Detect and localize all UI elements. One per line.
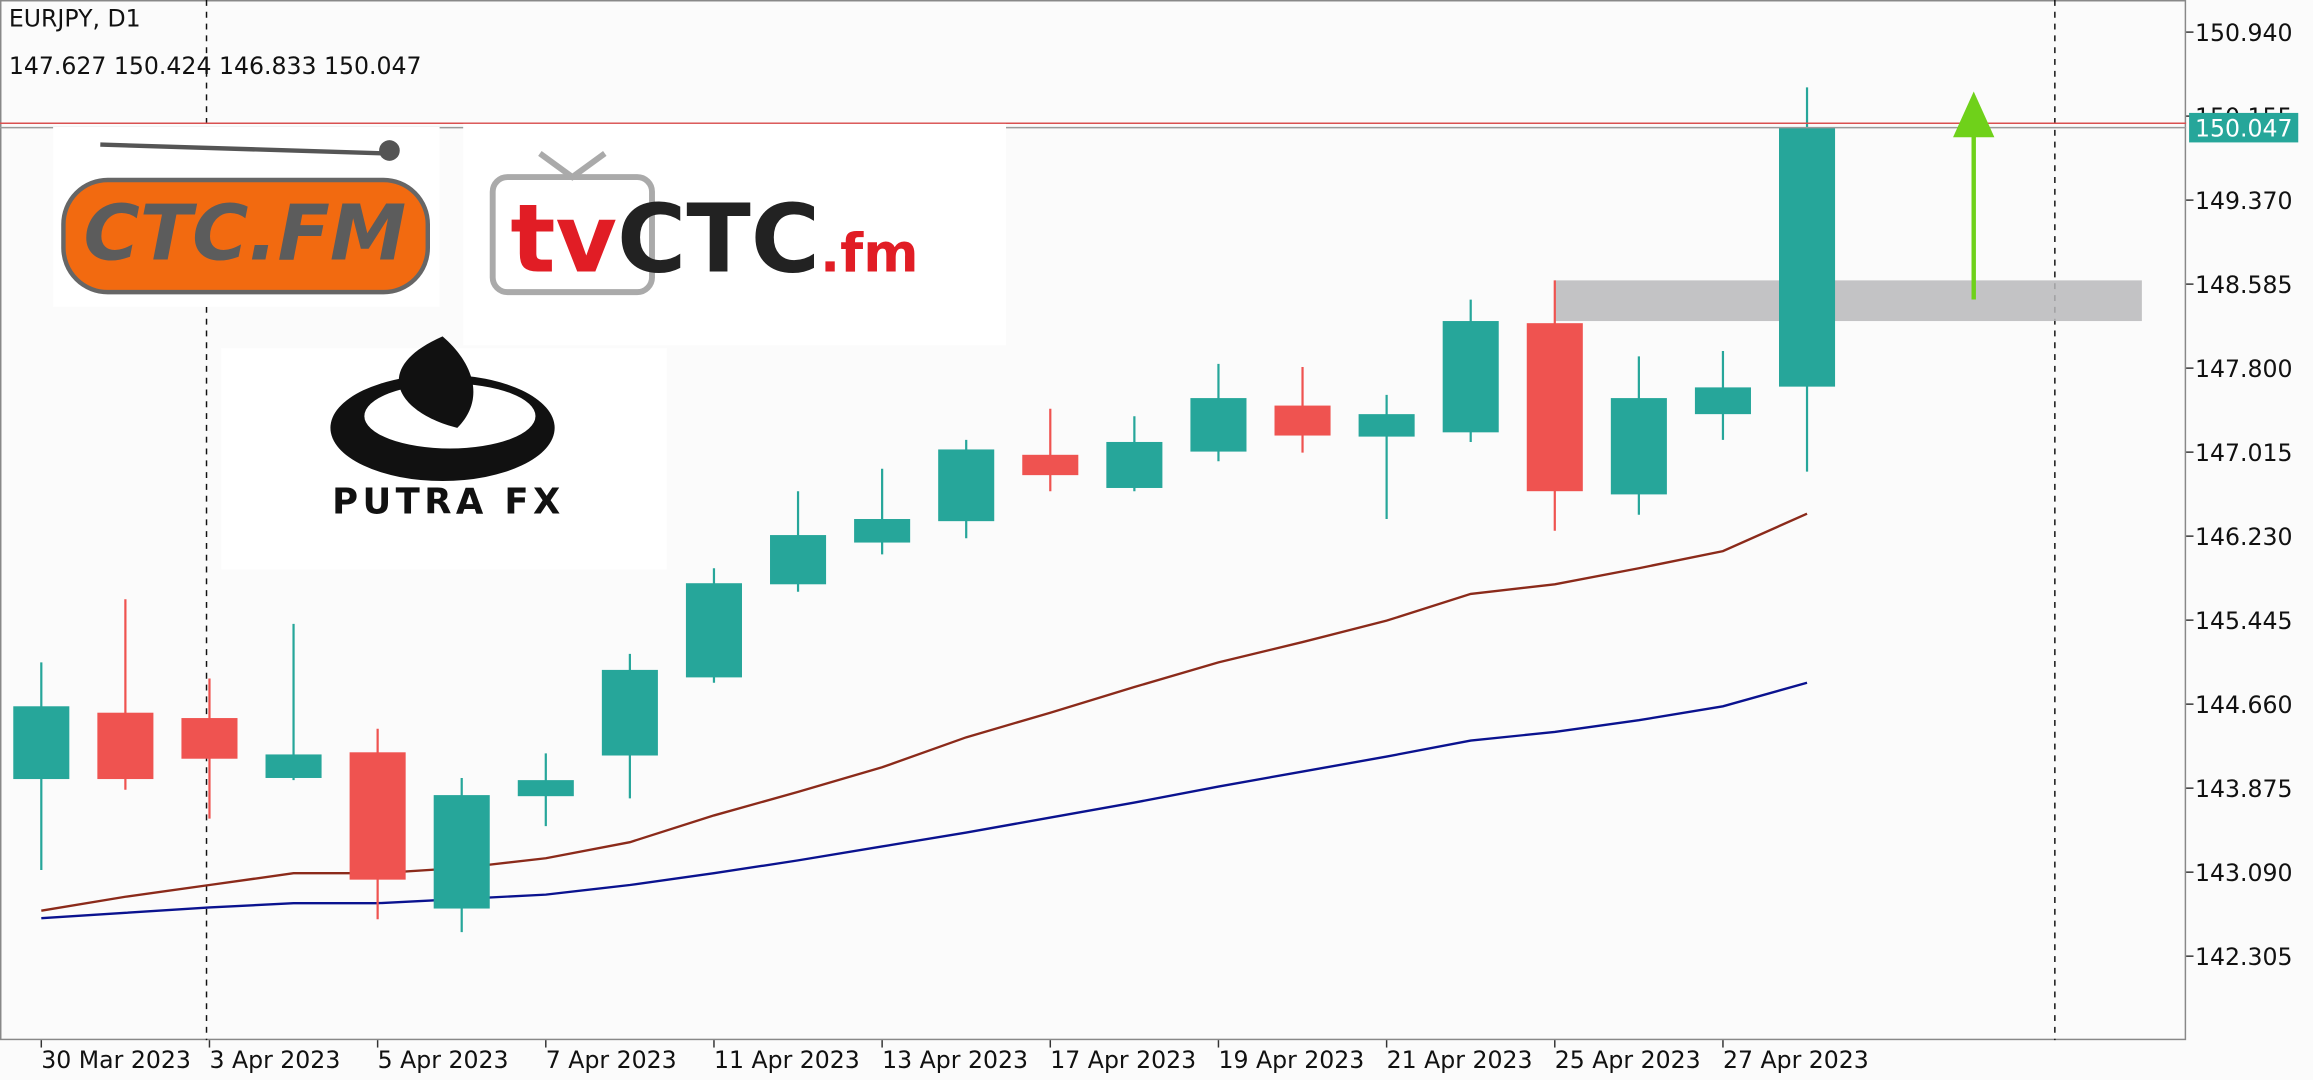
y-tick-label: 143.875 bbox=[2195, 775, 2293, 803]
candle-body bbox=[1526, 323, 1583, 492]
candle-body bbox=[938, 449, 995, 522]
x-tick-label: 5 Apr 2023 bbox=[378, 1046, 509, 1074]
candle-body bbox=[1274, 405, 1331, 436]
x-tick-label: 13 Apr 2023 bbox=[882, 1046, 1028, 1074]
logo-antenna-tip bbox=[379, 140, 400, 161]
y-tick-label: 147.800 bbox=[2195, 355, 2293, 383]
candle-body bbox=[1610, 398, 1667, 495]
moving-average-line bbox=[41, 681, 1808, 920]
candle-body bbox=[13, 706, 70, 780]
y-tick-label: 145.445 bbox=[2195, 607, 2293, 635]
candle-body bbox=[349, 752, 406, 880]
logo-ctc: CTC bbox=[617, 184, 820, 294]
chart-subtitle: 147.627 150.424 146.833 150.047 bbox=[9, 52, 422, 80]
logo-pill bbox=[61, 177, 430, 295]
y-tick-label: 149.370 bbox=[2195, 187, 2293, 215]
logo-putra-fx: PUTRA FX bbox=[332, 481, 565, 522]
candle-body bbox=[1442, 321, 1499, 433]
candle-body bbox=[685, 583, 742, 678]
y-tick-label: 147.015 bbox=[2195, 439, 2293, 467]
y-tick-label: 150.940 bbox=[2195, 19, 2293, 47]
candle-body bbox=[1022, 454, 1079, 476]
candle-body bbox=[1694, 387, 1751, 415]
logo-ctc-fm: CTC.FM bbox=[83, 190, 406, 279]
y-tick-label: 142.305 bbox=[2195, 943, 2293, 971]
last-price-box bbox=[2189, 112, 2299, 143]
x-tick-label: 7 Apr 2023 bbox=[546, 1046, 677, 1074]
price-zone bbox=[1554, 280, 2142, 322]
watermarks: CTC.FM tvCTC.fm PUTRA FX bbox=[53, 123, 1007, 570]
y-tick-label: 144.660 bbox=[2195, 691, 2293, 719]
x-tick-label: 30 Mar 2023 bbox=[41, 1046, 191, 1074]
chart-title: EURJPY, D1 bbox=[9, 5, 141, 33]
arrow-head bbox=[1953, 91, 1995, 138]
candle-body bbox=[601, 669, 658, 756]
x-tick-label: 25 Apr 2023 bbox=[1555, 1046, 1701, 1074]
candle-body bbox=[1106, 441, 1163, 488]
marks bbox=[0, 87, 2187, 933]
x-tick-label: 19 Apr 2023 bbox=[1218, 1046, 1364, 1074]
candle-body bbox=[854, 519, 911, 543]
y-tick-label: 146.230 bbox=[2195, 523, 2293, 551]
plot-frame bbox=[0, 0, 2187, 1041]
logo-antenna bbox=[100, 142, 387, 156]
candle-body bbox=[1358, 414, 1415, 437]
candle-body bbox=[265, 754, 322, 778]
y-tick-label: 148.585 bbox=[2195, 271, 2293, 299]
logo-tvctc: tvCTC.fm bbox=[510, 184, 918, 294]
x-tick-label: 21 Apr 2023 bbox=[1387, 1046, 1533, 1074]
logo-tv: tv bbox=[510, 184, 617, 294]
moving-average-line bbox=[41, 512, 1808, 912]
logo-tv-antenna bbox=[538, 151, 607, 181]
candle-body bbox=[770, 535, 827, 585]
logo-flame bbox=[398, 336, 474, 428]
x-tick-label: 11 Apr 2023 bbox=[714, 1046, 860, 1074]
logo-fm: .fm bbox=[820, 222, 919, 284]
candle-body bbox=[517, 780, 574, 797]
x-tick-label: 27 Apr 2023 bbox=[1723, 1046, 1869, 1074]
x-tick-label: 17 Apr 2023 bbox=[1050, 1046, 1196, 1074]
candle-body bbox=[1190, 398, 1247, 452]
last-price-label: 150.047 bbox=[2195, 115, 2293, 143]
y-tick-label: 143.090 bbox=[2195, 859, 2293, 887]
candle-body bbox=[1779, 127, 1836, 387]
candle-body bbox=[97, 712, 154, 780]
candle-body bbox=[181, 718, 238, 759]
candle-body bbox=[433, 795, 490, 909]
x-tick-label: 3 Apr 2023 bbox=[209, 1046, 340, 1074]
